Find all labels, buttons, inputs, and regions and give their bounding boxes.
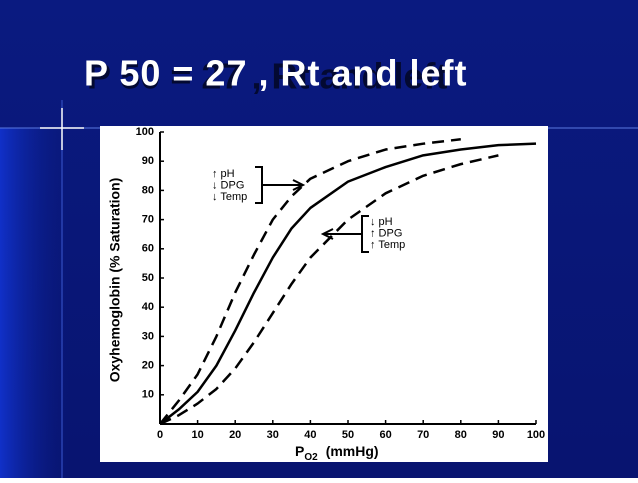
y-tick-label: 30	[142, 330, 154, 342]
x-label-unit: (mmHg)	[326, 443, 379, 459]
x-tick-label: 10	[191, 429, 203, 441]
x-tick-label: 70	[417, 429, 429, 441]
x-tick-label: 90	[492, 429, 504, 441]
arrowhead	[292, 179, 306, 191]
x-tick-label: 20	[229, 429, 241, 441]
side-glow	[0, 128, 70, 478]
annotation-text: ↑ DPG	[370, 227, 402, 239]
x-tick-label: 60	[379, 429, 391, 441]
y-tick-label: 90	[142, 155, 154, 167]
x-tick-label: 100	[527, 429, 545, 441]
chart-title: P 50 = 27 , Rt and left	[84, 53, 467, 94]
curve	[159, 138, 461, 425]
left-shift-annotation	[255, 166, 306, 204]
y-tick-label: 70	[142, 214, 154, 226]
annotation-text: ↑ pH	[212, 168, 235, 180]
x-label-subscript: O2	[304, 452, 318, 463]
annotation-text: ↓ Temp	[212, 191, 247, 203]
x-axis-label: PO2 (mmHg)	[295, 443, 379, 463]
y-tick-label: 40	[142, 301, 154, 313]
annotation-text: ↑ Temp	[370, 239, 405, 251]
x-tick-label: 0	[157, 429, 163, 441]
x-tick-label: 80	[455, 429, 467, 441]
y-axis-label: Oxyhemoglobin (% Saturation)	[107, 178, 123, 383]
y-tick-label: 80	[142, 184, 154, 196]
chart-panel	[100, 126, 548, 462]
y-tick-label: 100	[136, 126, 154, 138]
annotation-text: ↓ pH	[370, 216, 393, 228]
y-tick-label: 20	[142, 360, 154, 372]
x-tick-label: 40	[304, 429, 316, 441]
x-tick-label: 50	[342, 429, 354, 441]
title-shadow: P 50 = 27 , Rt and left	[87, 56, 447, 97]
y-tick-label: 60	[142, 243, 154, 255]
curve	[159, 142, 537, 425]
annotation-text: ↓ DPG	[212, 179, 244, 191]
x-label-symbol: P	[295, 443, 304, 459]
x-tick-label: 30	[267, 429, 279, 441]
y-tick-label: 50	[142, 272, 154, 284]
y-tick-label: 10	[142, 389, 154, 401]
curve	[159, 154, 499, 426]
